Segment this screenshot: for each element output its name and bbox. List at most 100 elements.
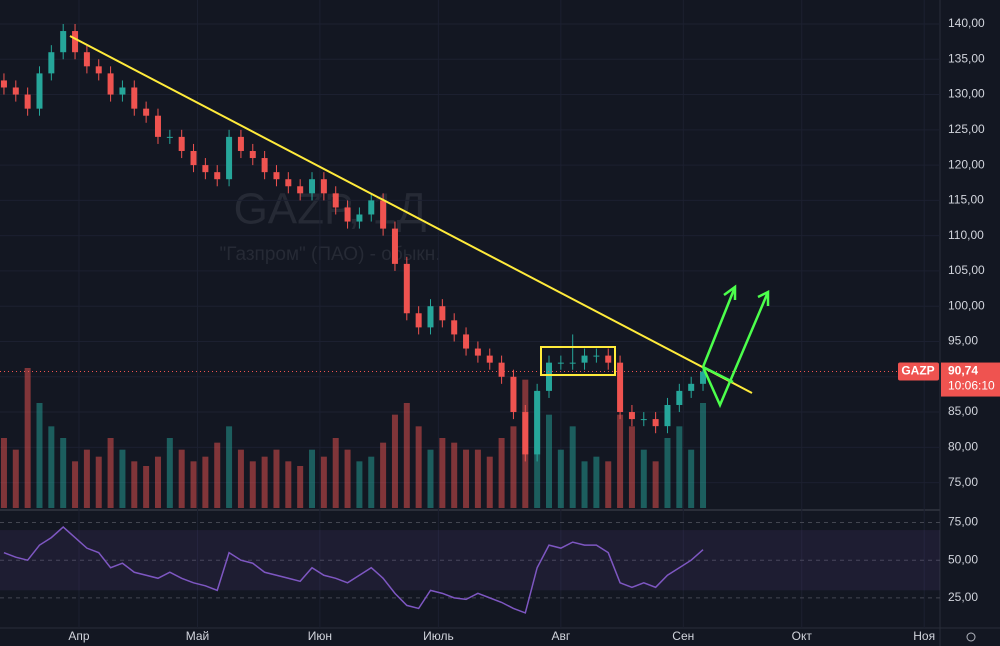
x-tick-label: Июль xyxy=(423,629,454,643)
volume-bar xyxy=(24,368,31,508)
y-tick-label: 130,00 xyxy=(948,87,985,101)
volume-bar xyxy=(143,466,150,508)
settings-icon[interactable] xyxy=(966,632,976,642)
candle-body xyxy=(451,320,458,335)
volume-bar xyxy=(166,438,173,508)
candle-body xyxy=(664,404,671,427)
volume-bar xyxy=(190,461,197,508)
candle-body xyxy=(154,115,161,137)
candle-body xyxy=(72,31,79,53)
y-tick-label: 100,00 xyxy=(948,298,985,312)
candle-body xyxy=(498,362,505,377)
candle-body xyxy=(190,150,197,166)
volume-bar xyxy=(226,426,233,508)
candle-body xyxy=(249,150,256,159)
y-tick-label: 80,00 xyxy=(948,439,978,453)
volume-bar xyxy=(439,438,446,508)
rsi-tick-label: 75,00 xyxy=(948,515,978,529)
volume-bar xyxy=(688,449,695,508)
volume-bar xyxy=(36,403,43,508)
candle-body xyxy=(439,306,446,321)
candle-body xyxy=(676,390,683,405)
candle-body xyxy=(226,136,233,180)
candle-body xyxy=(510,376,517,413)
candle-body xyxy=(581,355,588,363)
candle-body xyxy=(261,158,268,173)
rsi-line xyxy=(3,526,704,614)
y-tick-label: 85,00 xyxy=(948,404,978,418)
volume-bar xyxy=(617,414,624,508)
volume-bar xyxy=(72,461,79,508)
candle-body xyxy=(297,186,304,194)
candle-body xyxy=(569,362,576,364)
candle-body xyxy=(320,179,327,194)
volume-bar xyxy=(0,438,7,508)
volume-bar xyxy=(297,466,304,508)
volume-bar xyxy=(640,449,647,508)
candle-body xyxy=(83,52,90,67)
volume-bar xyxy=(700,403,707,508)
range-box xyxy=(540,346,616,376)
volume-bar xyxy=(356,461,363,508)
rsi-tick-label: 50,00 xyxy=(948,552,978,566)
volume-bar xyxy=(368,456,375,508)
countdown-label: 10:06:10 xyxy=(948,379,995,393)
x-tick-label: Апр xyxy=(68,629,90,643)
candle-body xyxy=(143,108,150,116)
volume-bar xyxy=(628,426,635,508)
candle-body xyxy=(368,200,375,215)
volume-bar xyxy=(344,449,351,508)
y-tick-label: 125,00 xyxy=(948,122,985,136)
volume-bar xyxy=(391,414,398,508)
candle-body xyxy=(700,371,707,384)
y-tick-label: 110,00 xyxy=(948,228,984,242)
volume-bar xyxy=(451,442,458,508)
candle-body xyxy=(522,412,529,455)
candle-body xyxy=(332,193,339,208)
volume-bar xyxy=(178,449,185,508)
volume-bar xyxy=(593,456,600,508)
candle-body xyxy=(131,87,138,109)
candle-body xyxy=(36,73,43,109)
volume-bar xyxy=(415,426,422,508)
volume-bar xyxy=(676,426,683,508)
y-tick-label: 140,00 xyxy=(948,16,985,30)
volume-bar xyxy=(581,461,588,508)
candle-body xyxy=(534,390,541,455)
x-tick-label: Сен xyxy=(672,629,694,643)
watermark-title: GAZP, 1Д xyxy=(234,185,427,234)
candle-body xyxy=(309,179,316,194)
candle-body xyxy=(391,228,398,264)
volume-bar xyxy=(12,449,19,508)
volume-bar xyxy=(652,461,659,508)
x-tick-label: Май xyxy=(186,629,210,643)
y-tick-label: 105,00 xyxy=(948,263,985,277)
price-badge xyxy=(941,362,1000,397)
volume-bar xyxy=(273,449,280,508)
candle-body xyxy=(593,355,600,357)
ticker-label: GAZP xyxy=(901,364,934,378)
candle-body xyxy=(0,80,7,88)
candle-body xyxy=(178,136,185,151)
volume-bar xyxy=(569,426,576,508)
volume-bar xyxy=(214,442,221,508)
candle-body xyxy=(95,66,102,74)
candle-body xyxy=(107,73,114,95)
volume-bar xyxy=(332,438,339,508)
candle-body xyxy=(24,94,31,109)
candle-body xyxy=(628,412,635,420)
candle-body xyxy=(12,87,19,95)
y-tick-label: 115,00 xyxy=(948,193,984,207)
candle-body xyxy=(48,52,55,74)
volume-bar xyxy=(285,461,292,508)
watermark-subtitle: "Газпром" (ПАО) - обыкн. xyxy=(220,244,441,265)
volume-bar xyxy=(107,438,114,508)
y-tick-label: 95,00 xyxy=(948,334,978,348)
candle-body xyxy=(202,165,209,173)
volume-bar xyxy=(309,449,316,508)
volume-bar xyxy=(237,449,244,508)
candle-body xyxy=(60,31,67,53)
